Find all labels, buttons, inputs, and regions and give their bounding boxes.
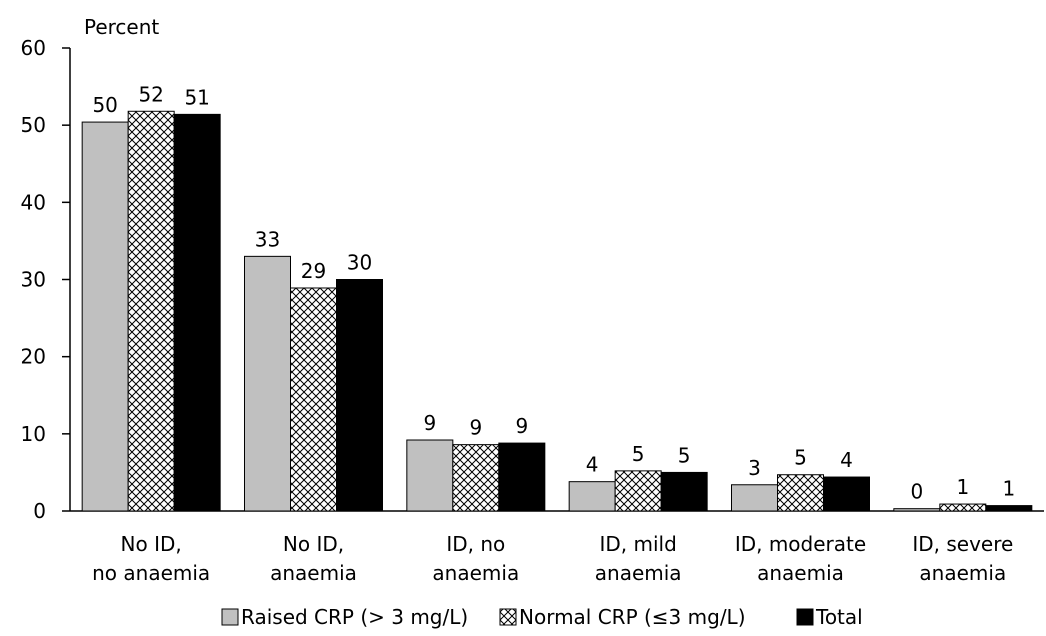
category-label: ID, severe anaemia bbox=[912, 532, 1013, 585]
data-label: 50 bbox=[92, 93, 117, 117]
legend-label: Raised CRP (> 3 mg/L) bbox=[241, 605, 468, 629]
data-label: 5 bbox=[794, 446, 807, 470]
bar-normal-crp bbox=[614, 470, 662, 512]
legend-label: Total bbox=[815, 605, 863, 629]
data-label: 4 bbox=[586, 453, 599, 477]
y-tick-label: 10 bbox=[21, 422, 46, 446]
data-label: 1 bbox=[1002, 477, 1015, 501]
legend-swatch bbox=[796, 608, 814, 626]
legend-swatch bbox=[221, 608, 239, 626]
y-tick-label: 60 bbox=[21, 36, 46, 60]
y-tick-label: 30 bbox=[21, 268, 46, 292]
y-tick-label: 20 bbox=[21, 345, 46, 369]
bar-raised-crp bbox=[81, 121, 129, 512]
bar-normal-crp bbox=[452, 444, 500, 512]
y-tick-label: 0 bbox=[33, 499, 46, 523]
bar-raised-crp bbox=[893, 508, 941, 512]
y-axis-label: Percent bbox=[84, 15, 159, 39]
legend: Raised CRP (> 3 mg/L) Normal CRP (≤3 mg/L… bbox=[221, 605, 863, 629]
bars bbox=[81, 110, 1033, 512]
data-label: 33 bbox=[255, 227, 280, 251]
category-label: ID, no anaemia bbox=[432, 532, 519, 585]
data-label: 9 bbox=[515, 414, 528, 438]
bar-raised-crp bbox=[406, 439, 454, 512]
legend-swatch bbox=[499, 608, 517, 626]
data-label: 4 bbox=[840, 448, 853, 472]
data-label: 1 bbox=[956, 475, 969, 499]
data-label: 9 bbox=[469, 416, 482, 440]
data-label: 51 bbox=[184, 85, 209, 109]
bar-raised-crp bbox=[731, 484, 778, 512]
y-axis-ticks: 0 10 20 30 40 50 60 bbox=[21, 36, 70, 523]
bar-normal-crp bbox=[290, 287, 337, 512]
bar-total bbox=[823, 476, 870, 512]
bar-total bbox=[660, 471, 708, 512]
bar-total bbox=[173, 113, 221, 512]
data-label: 3 bbox=[748, 456, 761, 480]
bar-normal-crp bbox=[127, 110, 175, 512]
data-label: 0 bbox=[910, 480, 923, 504]
data-label: 29 bbox=[301, 259, 326, 283]
bar-normal-crp bbox=[777, 474, 824, 512]
data-label: 5 bbox=[678, 443, 691, 467]
legend-label: Normal CRP (≤3 mg/L) bbox=[519, 605, 746, 629]
category-labels: No ID, no anaemia No ID, anaemia ID, no anaem… bbox=[92, 532, 1013, 585]
category-label: ID, mild anaemia bbox=[595, 532, 682, 585]
bar-total bbox=[336, 279, 383, 512]
data-label: 5 bbox=[632, 442, 645, 466]
category-label: No ID, no anaemia bbox=[92, 532, 210, 585]
bar-total bbox=[498, 442, 546, 512]
y-tick-label: 40 bbox=[21, 190, 46, 214]
bar-normal-crp bbox=[939, 503, 987, 512]
category-label: No ID, anaemia bbox=[270, 532, 357, 585]
bar-raised-crp bbox=[244, 255, 291, 512]
bar-raised-crp bbox=[568, 481, 616, 512]
data-label: 9 bbox=[423, 411, 436, 435]
y-tick-label: 50 bbox=[21, 113, 46, 137]
category-label: ID, moderate anaemia bbox=[735, 532, 866, 585]
data-label: 52 bbox=[138, 82, 163, 106]
bar-total bbox=[985, 505, 1033, 512]
data-label: 30 bbox=[347, 251, 372, 275]
